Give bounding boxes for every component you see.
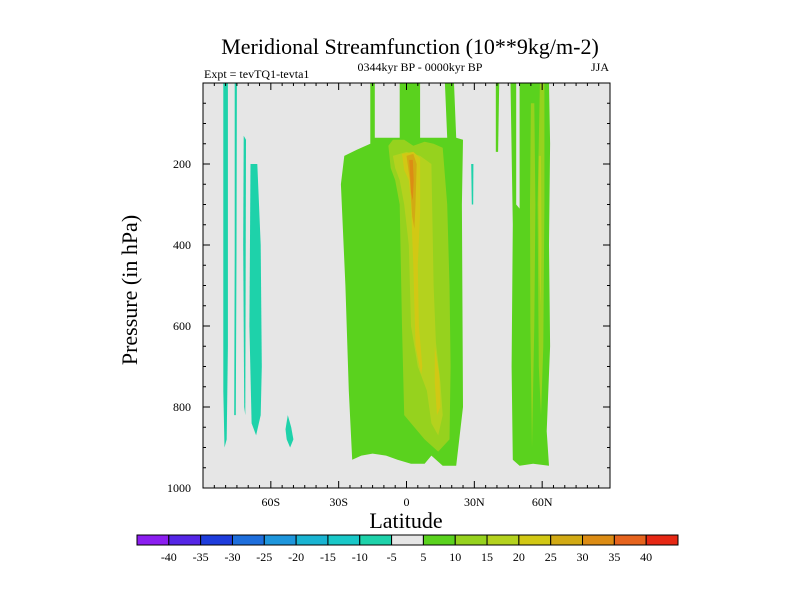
- contour-gold-low: [434, 346, 441, 416]
- colorbar-label: -5: [387, 550, 397, 564]
- experiment-label: Expt = tevTQ1-tevta1: [204, 67, 309, 81]
- colorbar-box: [550, 534, 584, 546]
- colorbar-label: 40: [640, 550, 652, 564]
- colorbar-label: 5: [420, 550, 426, 564]
- contour-cyan-blob-65S: [249, 164, 262, 436]
- colorbar-label: 30: [577, 550, 589, 564]
- colorbar-box: [486, 534, 520, 546]
- contour-yellow-north: [538, 155, 542, 306]
- colorbar-box: [645, 534, 679, 546]
- contour-gold-core: [402, 151, 423, 375]
- x-axis-label: Latitude: [369, 508, 442, 533]
- y-tick-label: 600: [173, 319, 191, 333]
- chart-title: Meridional Streamfunction (10**9kg/m-2): [221, 34, 599, 59]
- plot-area: 60S 30S 0 30N 60N 200 400 600 800 1000: [167, 82, 611, 509]
- x-tick-label: 60S: [261, 495, 280, 509]
- contour-cyan-blob-45S: [285, 415, 294, 448]
- colorbar-label: -30: [224, 550, 240, 564]
- colorbar-box: [518, 534, 552, 546]
- x-tick-label: 30S: [329, 495, 348, 509]
- colorbar-box: [454, 534, 488, 546]
- colorbar-box: [422, 534, 456, 546]
- contour-darkorange-core: [409, 159, 414, 201]
- x-tick-label: 0: [404, 495, 410, 509]
- colorbar-box: [200, 534, 233, 546]
- colorbar-label: -35: [193, 550, 209, 564]
- colorbar-label: 35: [608, 550, 620, 564]
- colorbar-box: [582, 534, 615, 546]
- colorbar-box: [359, 534, 393, 546]
- y-tick-label: 1000: [167, 481, 191, 495]
- x-tick-label: 60N: [532, 495, 553, 509]
- y-tick-label: 200: [173, 157, 191, 171]
- contour-cyan-strip-far-south: [223, 83, 228, 448]
- colorbar-box: [136, 534, 170, 546]
- y-tick-label: 400: [173, 238, 191, 252]
- contour-cyan-strip-2: [243, 135, 246, 416]
- colorbar-label: -40: [161, 550, 177, 564]
- colorbar-box: [263, 534, 297, 546]
- colorbar-label: -10: [352, 550, 368, 564]
- contour-green-spike-40N: [495, 83, 500, 152]
- colorbar-label: -25: [256, 550, 272, 564]
- contour-yellowgreen-north-2: [530, 103, 536, 448]
- y-axis-label: Pressure (in hPa): [117, 215, 142, 365]
- contour-cyan-strip-1: [234, 83, 237, 416]
- contour-cyan-speck-27N: [471, 164, 474, 205]
- colorbar-label: 25: [545, 550, 557, 564]
- y-tick-label: 800: [173, 400, 191, 414]
- colorbar: -40 -35 -30 -25 -20 -15 -10 -5 5 10 15 20 25 30 35 40: [136, 534, 679, 564]
- colorbar-box: [295, 534, 329, 546]
- contour-layer: [223, 83, 551, 466]
- colorbar-label: 10: [449, 550, 461, 564]
- period-label: 0344kyr BP - 0000kyr BP: [358, 60, 483, 74]
- colorbar-box: [231, 534, 265, 546]
- colorbar-label: 20: [513, 550, 525, 564]
- x-tick-label: 30N: [464, 495, 485, 509]
- colorbar-label: 15: [481, 550, 493, 564]
- tick-layer: 60S 30S 0 30N 60N 200 400 600 800 1000: [167, 82, 611, 509]
- colorbar-label: -20: [288, 550, 304, 564]
- colorbar-label: -15: [320, 550, 336, 564]
- colorbar-box: [327, 534, 361, 546]
- colorbar-box: [391, 534, 424, 546]
- season-label: JJA: [591, 60, 609, 74]
- colorbar-box: [168, 534, 202, 546]
- colorbar-box: [613, 534, 647, 546]
